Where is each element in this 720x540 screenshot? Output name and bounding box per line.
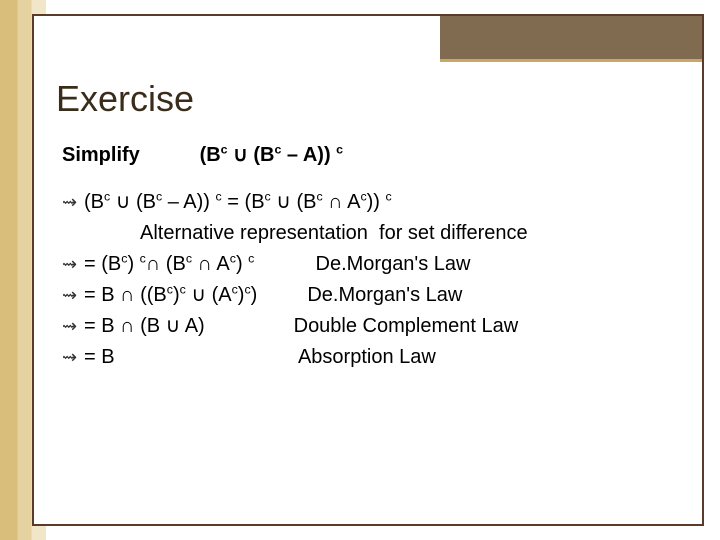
title-tab xyxy=(440,16,702,62)
derivation-text: (Bc ∪ (Bc – A)) c = (Bc ∪ (Bc ∩ Ac)) c xyxy=(84,187,682,218)
derivation-line: Alternative representation for set diffe… xyxy=(62,218,682,249)
derivation-line: ⇝= (Bc) c∩ (Bc ∩ Ac) c De.Morgan's Law xyxy=(62,249,682,280)
derivation-text: Alternative representation for set diffe… xyxy=(84,218,682,249)
bullet-icon: ⇝ xyxy=(62,187,84,218)
derivation-line: ⇝= B ∩ ((Bc)c ∪ (Ac)c) De.Morgan's Law xyxy=(62,280,682,311)
simplify-expression: (Bc ∪ (Bc – A)) c xyxy=(200,144,344,166)
derivation-line: ⇝= B Absorption Law xyxy=(62,342,682,373)
derivation-text: = (Bc) c∩ (Bc ∩ Ac) c De.Morgan's Law xyxy=(84,249,682,280)
slide-content: Simplify (Bc ∪ (Bc – A)) c ⇝(Bc ∪ (Bc – … xyxy=(62,140,682,373)
bullet-icon: ⇝ xyxy=(62,311,84,342)
bullet-icon: ⇝ xyxy=(62,249,84,280)
slide-heading: Exercise xyxy=(56,78,194,120)
derivation-line: ⇝(Bc ∪ (Bc – A)) c = (Bc ∪ (Bc ∩ Ac)) c xyxy=(62,187,682,218)
derivation-text: = B Absorption Law xyxy=(84,342,682,373)
derivation-text: = B ∩ ((Bc)c ∪ (Ac)c) De.Morgan's Law xyxy=(84,280,682,311)
bullet-icon: ⇝ xyxy=(62,342,84,373)
slide-frame: Exercise Simplify (Bc ∪ (Bc – A)) c ⇝(Bc… xyxy=(32,14,704,526)
derivation-line: ⇝= B ∩ (B ∪ A) Double Complement Law xyxy=(62,311,682,342)
slide: Exercise Simplify (Bc ∪ (Bc – A)) c ⇝(Bc… xyxy=(0,0,720,540)
derivation-text: = B ∩ (B ∪ A) Double Complement Law xyxy=(84,311,682,342)
bullet-icon: ⇝ xyxy=(62,280,84,311)
simplify-label: Simplify xyxy=(62,140,194,171)
simplify-row: Simplify (Bc ∪ (Bc – A)) c xyxy=(62,140,682,171)
derivation-lines: ⇝(Bc ∪ (Bc – A)) c = (Bc ∪ (Bc ∩ Ac)) cA… xyxy=(62,187,682,373)
